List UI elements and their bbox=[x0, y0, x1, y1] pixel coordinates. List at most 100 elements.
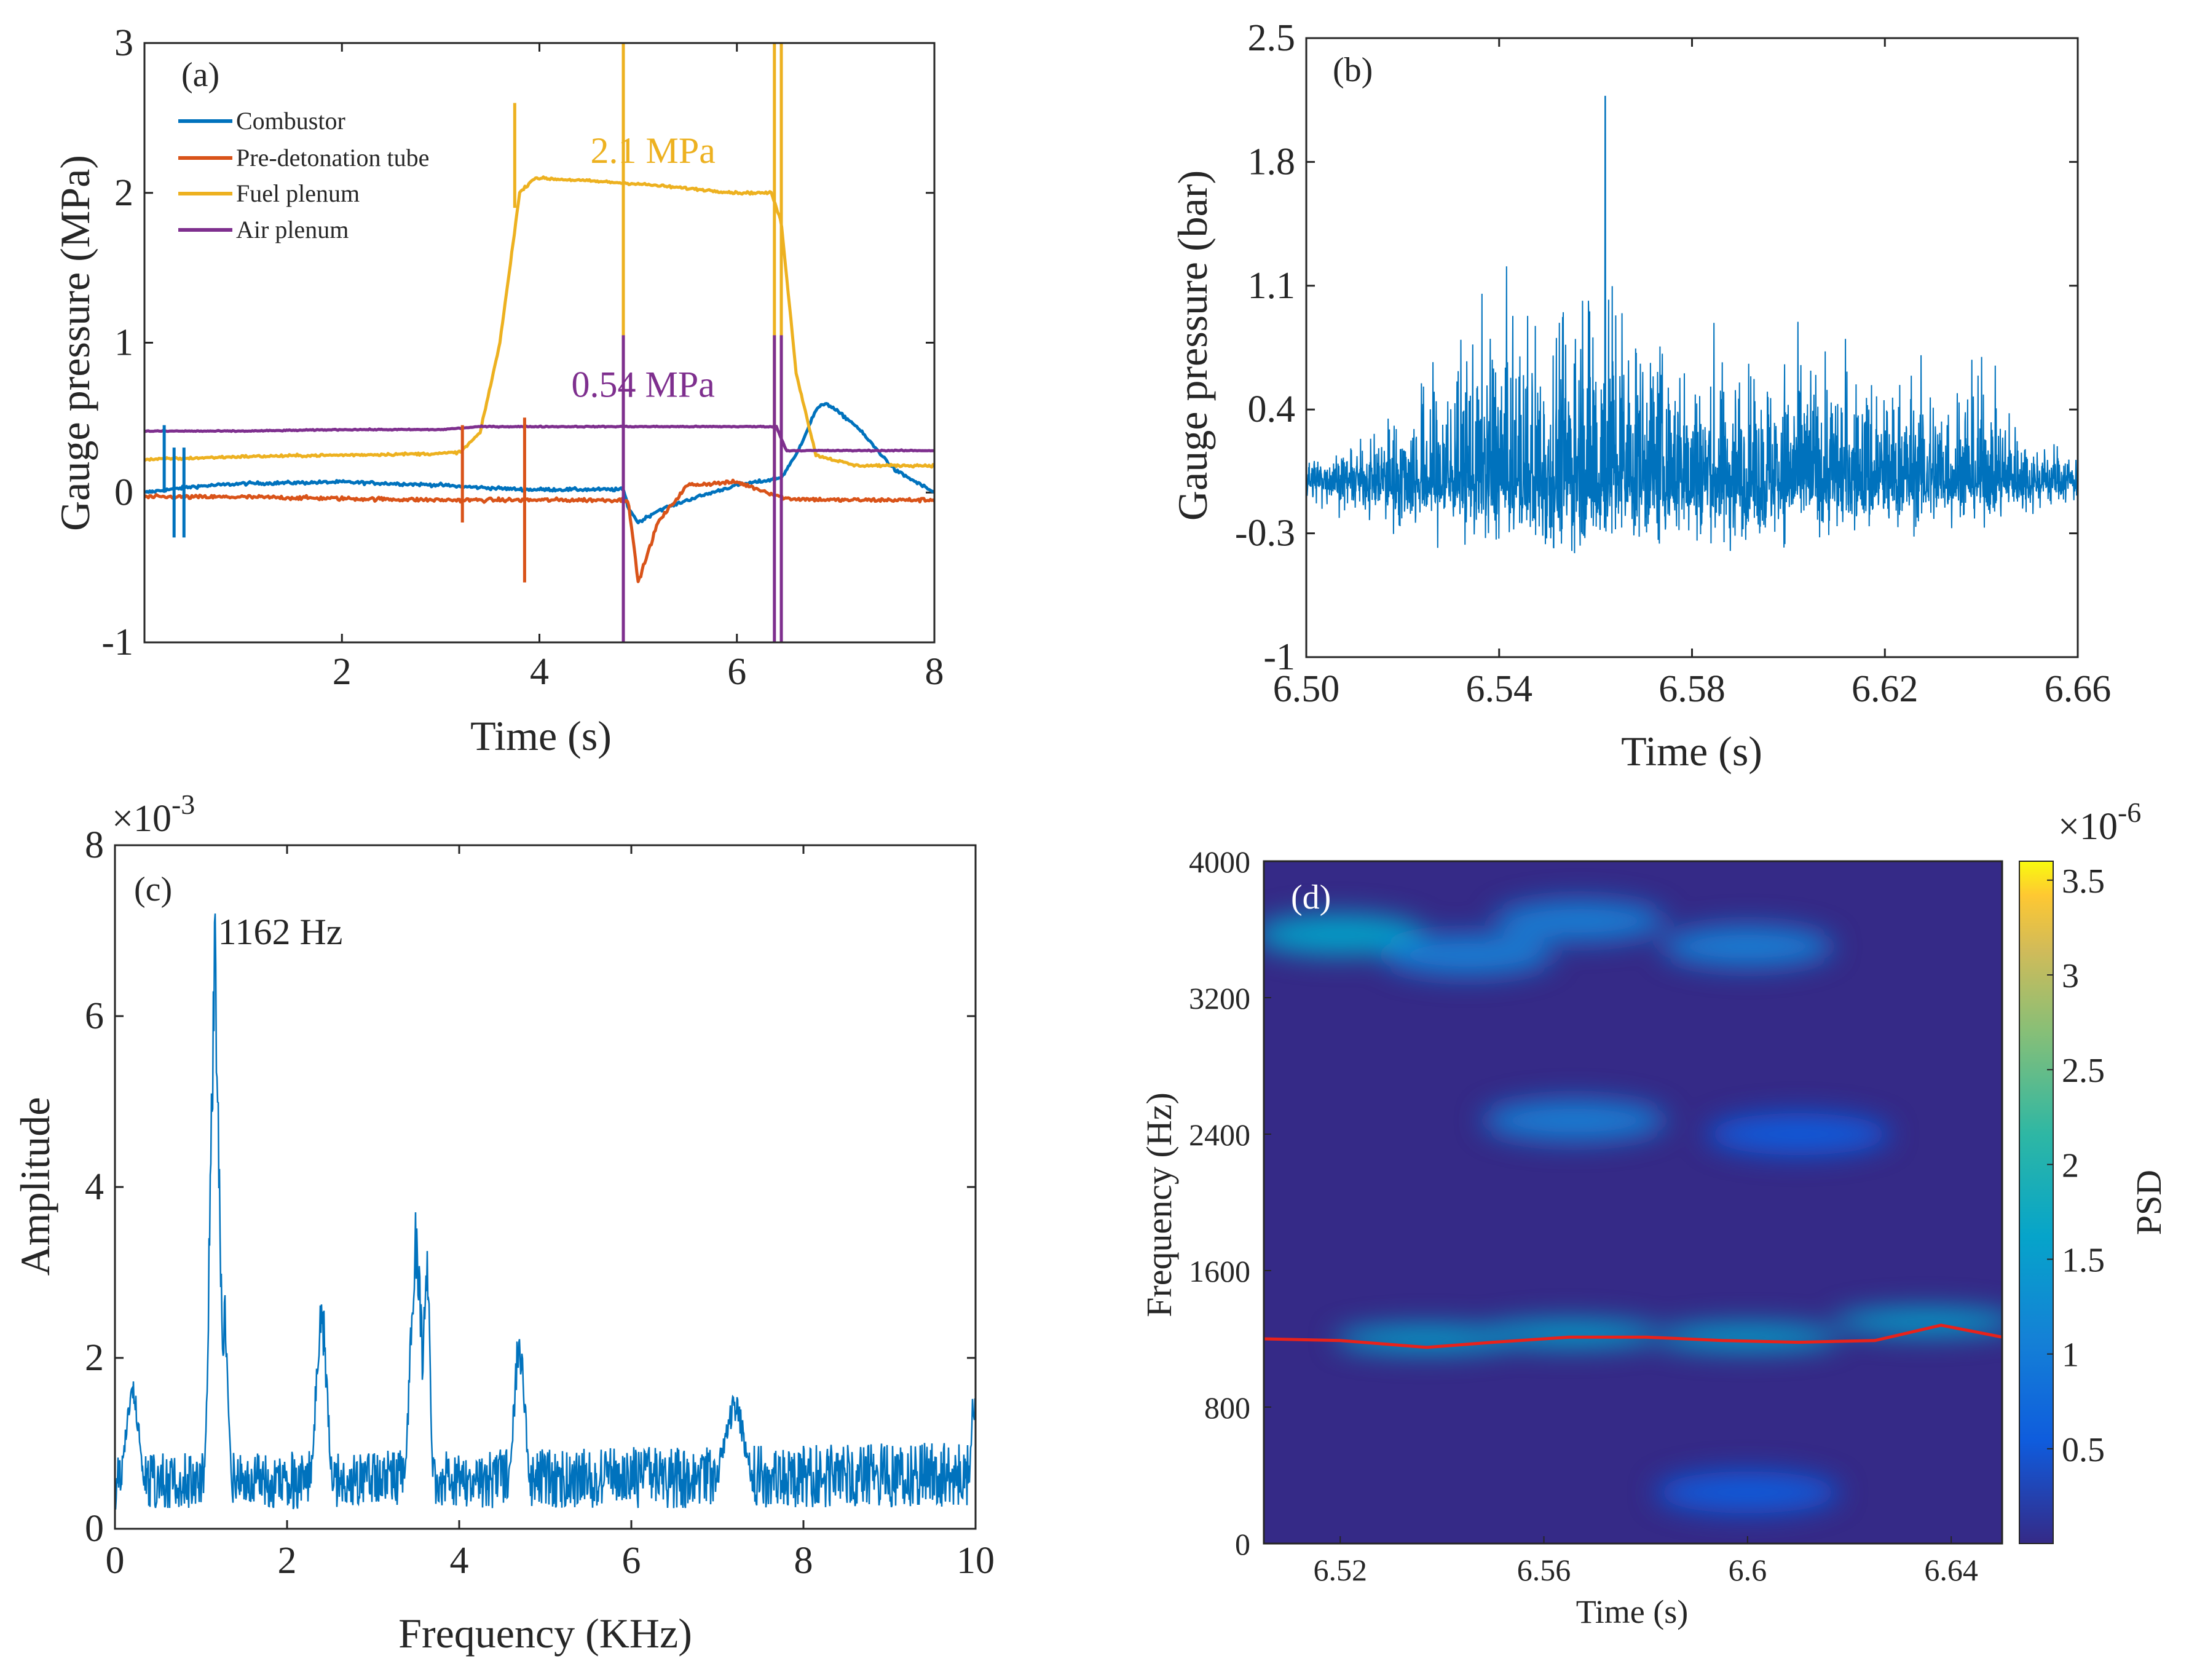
heatmap-blob-0 bbox=[1264, 913, 1427, 956]
panel-d-ticks: 6.52 6.56 6.6 6.64 0 800 1600 2400 3200 4000 bbox=[1189, 845, 1978, 1587]
panel-b-ticks: 6.50 6.54 6.58 6.62 6.66 -1 -0.3 0.4 1.1 1.8 2.5 bbox=[1235, 17, 2111, 710]
series-line-gauge-pressure bbox=[1306, 95, 2078, 553]
y-tick-label-3200: 3200 bbox=[1189, 981, 1250, 1015]
series-line-combustor bbox=[144, 402, 934, 524]
x-tick-label-6: 6 bbox=[727, 651, 746, 693]
heatmap-blob-1 bbox=[1493, 900, 1666, 942]
heatmap-blob-6 bbox=[1655, 1471, 1840, 1513]
heatmap-background bbox=[1264, 861, 2002, 1544]
heatmap-blob-8 bbox=[1477, 1320, 1662, 1347]
panel-a-ylabel: Gauge pressure (MPa) bbox=[52, 155, 98, 531]
heatmap-blob-9 bbox=[1655, 1323, 1840, 1351]
x-tick-label-6-54: 6.54 bbox=[1466, 668, 1533, 710]
panel-d-label: (d) bbox=[1291, 878, 1331, 917]
x-tick-label-6-62: 6.62 bbox=[1852, 668, 1919, 710]
panel-c-scale-label: ×10-3 bbox=[112, 789, 195, 840]
heatmap-blobs bbox=[1264, 900, 2002, 1513]
panel-a-frame bbox=[143, 42, 936, 644]
panel-b-xlabel: Time (s) bbox=[1621, 728, 1762, 775]
y-tick-label-1-8: 1.8 bbox=[1248, 141, 1296, 183]
heatmap-blob-4 bbox=[1482, 1099, 1667, 1142]
panel-c-label: (c) bbox=[134, 870, 172, 909]
y-tick-label-4000: 4000 bbox=[1189, 845, 1250, 879]
series-line-pre-detonation-tube bbox=[144, 478, 934, 583]
x-tick-label-4: 4 bbox=[450, 1540, 469, 1582]
y-tick-label-1: -1 bbox=[1263, 636, 1295, 678]
panel-d-heatmap bbox=[1264, 861, 2002, 1544]
colorbar-gradient bbox=[2019, 861, 2054, 1544]
heatmap-blob-5 bbox=[1706, 1113, 1891, 1155]
x-tick-label-6-52: 6.52 bbox=[1313, 1553, 1367, 1587]
y-tick-label-800: 800 bbox=[1204, 1390, 1250, 1425]
panel-c-scale-exponent: -3 bbox=[172, 789, 195, 820]
colorbar-scale-exponent: -6 bbox=[2118, 797, 2141, 828]
panel-d-xlabel: Time (s) bbox=[1576, 1593, 1689, 1630]
x-tick-label-2: 2 bbox=[278, 1540, 297, 1582]
ridge-frequency-line bbox=[1264, 1323, 2002, 1349]
x-tick-label-8: 8 bbox=[794, 1540, 813, 1582]
colorbar-ticks: 0.5 1 1.5 2 2.5 3 3.5 bbox=[2047, 862, 2105, 1469]
x-tick-label-0: 0 bbox=[106, 1540, 125, 1582]
y-tick-label-0: 0 bbox=[1235, 1527, 1250, 1561]
panel-c-scale-base: ×10 bbox=[112, 798, 172, 840]
x-tick-label-6: 6 bbox=[622, 1540, 641, 1582]
legend-label-combustor: Combustor bbox=[236, 107, 345, 135]
annotation-0-54-mpa: 0.54 MPa bbox=[571, 364, 714, 404]
y-tick-label-2: 2 bbox=[85, 1337, 104, 1379]
panel-b-pressure-trace: 6.50 6.54 6.58 6.62 6.66 -1 -0.3 0.4 1.1 1.8 2.5 (… bbox=[1169, 17, 2111, 775]
annotation-1162-hz: 1162 Hz bbox=[218, 912, 343, 952]
y-tick-label-1: 1 bbox=[114, 322, 133, 364]
panel-c-xlabel: Frequency (KHz) bbox=[398, 1610, 692, 1657]
y-tick-label-6: 6 bbox=[85, 995, 104, 1037]
panel-a-legend: Combustor Pre-detonation tube Fuel plenu… bbox=[178, 107, 429, 243]
panel-b-ylabel: Gauge pressure (bar) bbox=[1169, 170, 1216, 521]
panel-d-frame bbox=[1263, 860, 2003, 1545]
y-tick-label-8: 8 bbox=[85, 824, 104, 866]
panel-c-frame bbox=[114, 844, 977, 1530]
y-tick-label-1: -1 bbox=[101, 621, 133, 663]
x-tick-label-6-66: 6.66 bbox=[2045, 668, 2112, 710]
y-tick-label-1600: 1600 bbox=[1189, 1254, 1250, 1288]
panel-a-xlabel: Time (s) bbox=[470, 712, 612, 759]
panel-a-series bbox=[144, 43, 934, 642]
series-line-fuel-plenum bbox=[144, 175, 934, 469]
panel-a-label: (a) bbox=[181, 56, 219, 94]
y-tick-label-0-4: 0.4 bbox=[1248, 388, 1296, 430]
heatmap-blob-3 bbox=[1381, 934, 1554, 976]
legend-label-air-plenum: Air plenum bbox=[236, 216, 349, 243]
x-tick-label-4: 4 bbox=[530, 651, 549, 693]
colorbar-scale-base: ×10 bbox=[2058, 806, 2118, 848]
colorbar-tick-label-1: 1 bbox=[2062, 1336, 2079, 1374]
panel-b-frame bbox=[1305, 37, 2079, 658]
colorbar-tick-label-2: 2 bbox=[2062, 1146, 2079, 1185]
panel-a-time-traces: 2 4 6 8 -1 0 1 2 3 (a) Time (s) Gauge pressure (… bbox=[52, 22, 944, 759]
colorbar-label: PSD bbox=[2129, 1170, 2169, 1235]
y-tick-label-0: 0 bbox=[114, 471, 133, 513]
y-tick-label-3: 3 bbox=[114, 22, 133, 64]
y-tick-label-2400: 2400 bbox=[1189, 1118, 1250, 1152]
heatmap-blob-2 bbox=[1661, 925, 1834, 968]
y-tick-label-2: 2 bbox=[114, 172, 133, 214]
panel-d-colorbar: 0.5 1 1.5 2 2.5 3 3.5 ×10-6 PSD bbox=[2019, 797, 2169, 1544]
panel-a-ticks: 2 4 6 8 -1 0 1 2 3 bbox=[101, 22, 944, 693]
series-line-amplitude bbox=[115, 913, 976, 1510]
x-tick-label-8: 8 bbox=[925, 651, 944, 693]
legend-label-pre-detonation-tube: Pre-detonation tube bbox=[236, 144, 429, 172]
colorbar-tick-label-2-5: 2.5 bbox=[2062, 1052, 2105, 1090]
panel-c-ylabel: Amplitude bbox=[12, 1097, 58, 1276]
y-tick-label-4: 4 bbox=[85, 1166, 104, 1208]
x-tick-label-10: 10 bbox=[957, 1540, 995, 1582]
y-tick-label-0: 0 bbox=[85, 1508, 104, 1550]
annotation-2-1-mpa: 2.1 MPa bbox=[591, 130, 716, 171]
y-tick-label-1-1: 1.1 bbox=[1248, 265, 1296, 307]
panel-c-spectrum: 0 2 4 6 8 10 0 2 4 6 8 (c) Frequency (KHz) Amplitu… bbox=[12, 789, 995, 1657]
colorbar-tick-label-1-5: 1.5 bbox=[2062, 1242, 2105, 1280]
series-line-air-plenum bbox=[144, 424, 934, 453]
x-tick-label-2: 2 bbox=[333, 651, 352, 693]
panel-c-series bbox=[115, 913, 976, 1510]
panel-b-series bbox=[1306, 95, 2078, 553]
colorbar-scale-label: ×10-6 bbox=[2058, 797, 2141, 848]
y-tick-label-0-3: -0.3 bbox=[1235, 513, 1295, 554]
